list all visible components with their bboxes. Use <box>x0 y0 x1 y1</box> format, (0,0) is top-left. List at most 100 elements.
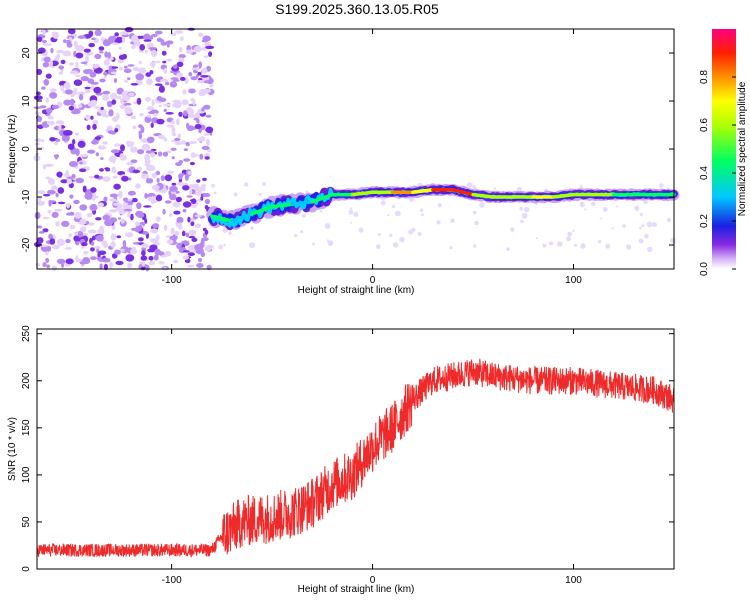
spectrogram-noise-blob <box>66 179 73 185</box>
spectrogram-noise-blob <box>121 175 129 182</box>
spectrogram-noise-blob <box>112 202 119 206</box>
spectrogram-noise-blob <box>56 238 65 246</box>
spectrogram-noise-blob <box>188 235 196 239</box>
spectrogram-noise-blob <box>120 218 125 224</box>
spectrogram-noise-blob <box>201 39 208 43</box>
spectrogram-noise-blob <box>178 178 183 183</box>
spectrogram-noise-blob <box>58 71 64 75</box>
spectrogram-noise-blob <box>166 150 172 154</box>
snr-y-label: SNR (10 * v/v) <box>7 417 18 481</box>
spectrogram-noise-blob <box>151 33 158 38</box>
spectrogram-noise-blob <box>150 152 156 158</box>
spectrogram-noise-blob <box>158 85 165 93</box>
spectrogram-noise-blob <box>132 125 137 130</box>
spectrogram-noise-blob <box>77 35 87 39</box>
spectrogram-noise-blob <box>52 265 57 272</box>
spectrogram-noise-blob <box>143 33 151 41</box>
spectrogram-noise-blob <box>49 92 58 99</box>
spectrogram-noise-blob <box>158 104 162 108</box>
spectrogram-noise-blob <box>112 175 118 179</box>
spectrogram-faint-blob <box>670 237 676 244</box>
spectrogram-noise-blob <box>108 261 114 269</box>
x-tick-label: -100 <box>162 575 182 586</box>
spectrogram-noise-blob <box>103 196 108 202</box>
spectrogram-noise-blob <box>191 237 198 242</box>
spectrogram-noise-blob <box>80 61 88 65</box>
spectrogram-faint-blob <box>320 210 323 213</box>
spectrogram-noise-blob <box>38 196 42 202</box>
spectrogram-faint-blob <box>222 227 228 233</box>
spectrogram-noise-blob <box>88 222 94 226</box>
spectrogram-noise-blob <box>204 198 210 205</box>
spectrogram-noise-blob <box>43 193 51 197</box>
spectrogram-noise-blob <box>200 196 204 201</box>
spectrogram-noise-blob <box>69 194 74 199</box>
spectrogram-noise-blob <box>203 80 212 84</box>
spectrogram-noise-blob <box>100 157 104 160</box>
spectrogram-noise-blob <box>171 156 175 160</box>
spectrogram-noise-blob <box>209 84 214 88</box>
spectrogram-noise-blob <box>36 115 43 123</box>
spectrogram-noise-blob <box>106 100 113 108</box>
spectrogram-noise-blob <box>166 124 175 128</box>
spectrogram-noise-blob <box>109 193 119 198</box>
spectrogram-noise-blob <box>196 179 201 183</box>
spectrogram-noise-blob <box>197 199 202 202</box>
spectrogram-noise-blob <box>108 155 117 163</box>
spectrogram-noise-blob <box>186 122 190 129</box>
spectrogram-faint-blob <box>436 220 441 225</box>
spectrogram-noise-blob <box>150 200 156 204</box>
spectrogram-noise-blob <box>190 76 198 81</box>
spectrogram-faint-blob <box>305 190 309 194</box>
spectrogram-noise-blob <box>138 213 144 219</box>
spectrogram-noise-blob <box>77 91 86 96</box>
spectrogram-noise-blob <box>139 113 144 117</box>
spectrogram-noise-blob <box>87 229 97 234</box>
spectrogram-noise-blob <box>148 255 154 261</box>
spectrogram-faint-blob <box>521 212 528 219</box>
spectrogram-noise-blob <box>187 113 196 119</box>
spectrogram-noise-blob <box>97 145 106 150</box>
snr-panel: -100 0 100 0 50 100 150 200 250 Height of strai… <box>7 325 675 595</box>
spectrogram-noise-blob <box>200 251 206 258</box>
spectrogram-noise-blob <box>131 44 136 50</box>
spectrogram-noise-blob <box>36 68 42 75</box>
spectrogram-noise-blob <box>148 260 155 266</box>
y-tick-label: 20 <box>21 47 32 59</box>
spectrogram-noise-blob <box>144 192 148 199</box>
spectrogram-noise-blob <box>38 231 45 234</box>
spectrogram-faint-blob <box>399 236 405 243</box>
spectrogram-faint-blob <box>639 226 642 230</box>
spectrogram-noise-blob <box>56 171 63 178</box>
spectrogram-noise-blob <box>164 174 173 182</box>
spectrogram-noise-blob <box>155 234 160 241</box>
spectrogram-noise-blob <box>171 182 177 186</box>
spectrogram-noise-blob <box>90 81 99 85</box>
spectrogram-noise-blob <box>130 83 139 86</box>
spectrogram-noise-blob <box>118 54 126 60</box>
spectrogram-noise-blob <box>66 212 72 216</box>
spectrogram-noise-blob <box>37 124 44 130</box>
spectrogram-noise-blob <box>179 36 184 41</box>
spectrogram-noise-blob <box>183 110 188 117</box>
spectrogram-noise-blob <box>75 52 84 59</box>
spectrogram-noise-blob <box>160 175 165 182</box>
spectrogram-noise-blob <box>75 148 80 156</box>
spectrogram-noise-blob <box>51 185 58 191</box>
spectrogram-noise-blob <box>158 261 165 265</box>
spectrogram-noise-blob <box>134 221 141 227</box>
spectrogram-noise-blob <box>125 232 134 238</box>
spectrogram-noise-blob <box>123 102 132 106</box>
spectrogram-noise-blob <box>205 126 214 134</box>
colorbar-ticks: 0.0 0.2 0.4 0.6 0.8 <box>699 70 736 276</box>
spectrogram-noise-blob <box>176 61 184 67</box>
spectrogram-noise-blob <box>135 73 144 81</box>
spectrogram-noise-blob <box>89 203 98 212</box>
spectrogram-noise-blob <box>123 68 132 74</box>
spectrogram-noise-blob <box>155 30 163 35</box>
spectrogram-noise-blob <box>64 247 73 250</box>
spectrogram-faint-blob <box>387 214 390 217</box>
spectrogram-noise-blob <box>127 211 131 218</box>
spectrogram-noise-blob <box>156 251 165 256</box>
spectrogram-noise-blob <box>161 50 167 56</box>
